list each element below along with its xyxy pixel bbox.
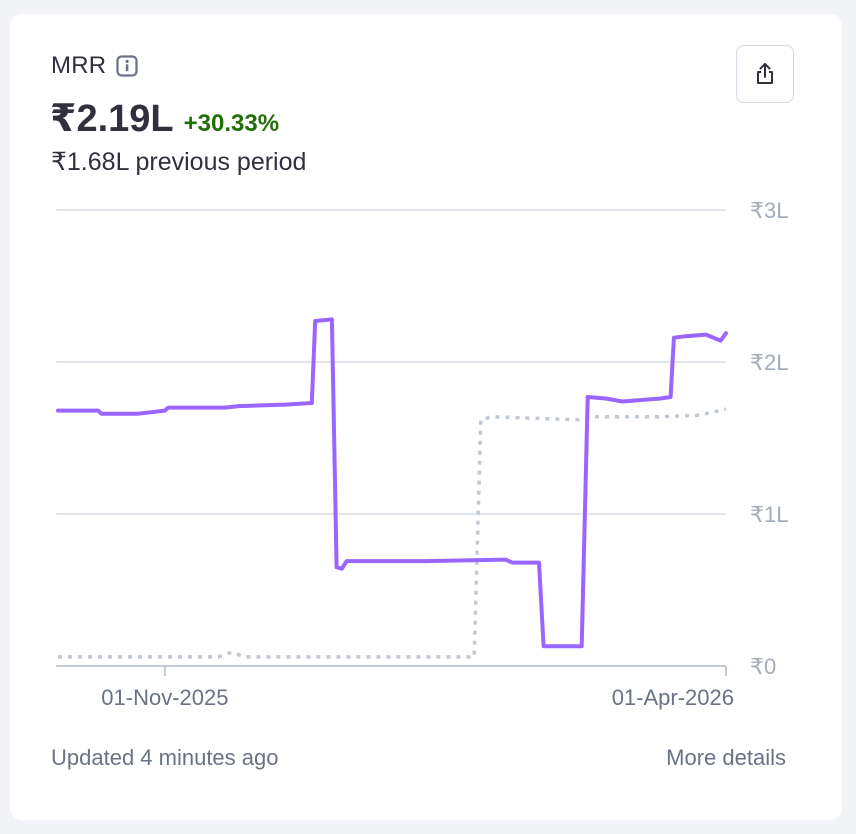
export-button[interactable] [736,45,794,103]
metric-title: MRR [51,52,107,79]
series-previous-line [58,407,727,659]
series-lines [56,317,728,659]
more-details-link[interactable]: More details [666,745,786,770]
share-export-icon [757,63,773,84]
axis-labels: ₹0 ₹1L ₹2L ₹3L 01-Nov-2025 01-Apr-2026 [101,198,788,710]
x-tick-label: 01-Apr-2026 [612,685,734,710]
metric-title-row: MRR [51,52,138,80]
value-row: ₹2.19L +30.33% [50,96,279,141]
updated-timestamp: Updated 4 minutes ago [51,745,279,770]
y-tick-label: ₹3L [750,198,788,223]
y-tick-label: ₹0 [750,654,776,679]
y-tick-label: ₹2L [750,350,788,375]
series-current-line [56,317,728,649]
y-tick-label: ₹1L [750,502,788,527]
info-icon[interactable] [116,55,138,77]
previous-period-value: ₹1.68L previous period [51,148,307,176]
mrr-card: MRR ₹2.19L +30.33% ₹1.68L previous perio… [10,14,842,820]
mrr-chart: ₹0 ₹1L ₹2L ₹3L 01-Nov-2025 01-Apr-2026 [56,198,788,710]
grid-lines [56,209,726,667]
change-percent: +30.33% [183,110,280,137]
x-tick-label: 01-Nov-2025 [101,685,228,710]
mrr-value: ₹2.19L [50,98,174,140]
